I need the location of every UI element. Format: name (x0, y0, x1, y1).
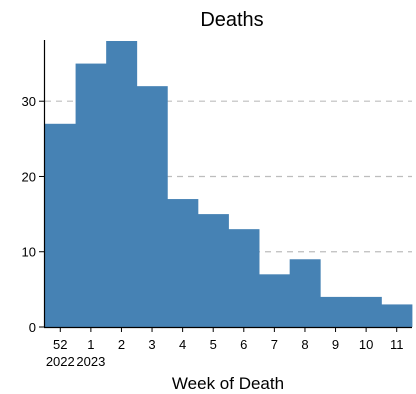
bar-week-11 (381, 304, 413, 327)
x-tick-label-11: 11 (390, 337, 404, 352)
y-tick-label-30: 30 (22, 94, 36, 109)
x-tick-label-7: 7 (271, 337, 278, 352)
bar-week-8 (289, 259, 321, 327)
x-axis-title: Week of Death (172, 374, 284, 393)
bar-week-3 (136, 86, 168, 327)
x-tick-label-5: 5 (210, 337, 217, 352)
x-year-label-2022: 2022 (46, 354, 75, 369)
x-tick-label-8: 8 (301, 337, 308, 352)
bar-week-9 (320, 296, 352, 327)
bar-week-1 (75, 63, 107, 327)
y-tick-label-0: 0 (29, 320, 36, 335)
x-tick-label-6: 6 (240, 337, 247, 352)
x-tick-label-4: 4 (179, 337, 186, 352)
x-axis-ticks: 52 1 2 3 4 5 6 7 8 9 10 11 2022 2023 (46, 328, 404, 369)
x-tick-label-1: 1 (87, 337, 94, 352)
bar-week-10 (350, 296, 382, 327)
bar-week-2 (106, 41, 138, 327)
y-tick-label-10: 10 (22, 245, 36, 260)
bar-week-6 (228, 229, 260, 327)
bar-week-7 (259, 274, 291, 327)
x-tick-label-9: 9 (332, 337, 339, 352)
x-tick-label-3: 3 (148, 337, 155, 352)
bar-week-4 (167, 199, 199, 327)
x-year-label-2023: 2023 (76, 354, 105, 369)
x-tick-label-2: 2 (118, 337, 125, 352)
chart-title: Deaths (200, 9, 263, 31)
bar-week-52 (45, 123, 76, 327)
bars (45, 41, 413, 327)
x-tick-label-52: 52 (53, 337, 67, 352)
x-tick-label-10: 10 (359, 337, 373, 352)
y-tick-label-20: 20 (22, 169, 36, 184)
y-axis-ticks: 0 10 20 30 (22, 94, 44, 335)
bar-week-5 (197, 214, 229, 327)
